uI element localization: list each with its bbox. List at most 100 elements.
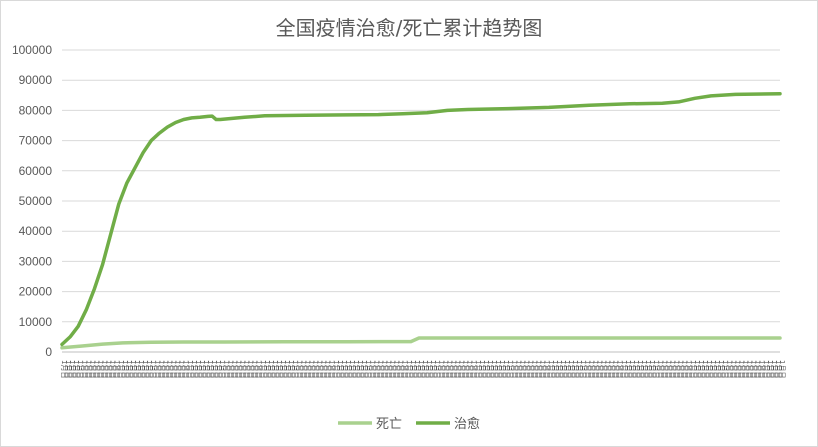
x-tick-label: 1月日	[340, 360, 348, 378]
x-tick-label: 1月日	[247, 360, 255, 378]
x-tick-label: 1月日	[583, 360, 591, 378]
x-tick-label: 1月日	[198, 360, 206, 378]
x-tick-label: 1月日	[251, 360, 259, 378]
series-line-2	[60, 91, 782, 347]
x-tick-label: 1月日	[608, 360, 616, 378]
x-tick-label: 1月日	[299, 360, 307, 378]
x-tick-label: 1月日	[470, 360, 478, 378]
x-tick-label: 1月日	[113, 360, 121, 378]
x-tick-label: 1月日	[620, 360, 628, 378]
x-tick-label: 1月日	[502, 360, 510, 378]
x-tick-label: 1月日	[713, 360, 721, 378]
x-tick-label: 1月日	[709, 360, 717, 378]
x-tick-label: 1月日	[405, 360, 413, 378]
x-tick-label: 1月日	[60, 360, 68, 378]
x-tick-label: 1月日	[697, 360, 705, 378]
x-tick-label: 1月日	[417, 360, 425, 378]
x-tick-label: 1月日	[226, 360, 234, 378]
x-tick-label: 1月日	[729, 360, 737, 378]
x-tick-label: 1月日	[741, 360, 749, 378]
x-tick-label: 1月日	[149, 360, 157, 378]
x-tick-label: 1月日	[368, 360, 376, 378]
x-tick-label: 1月日	[409, 360, 417, 378]
x-tick-label: 1月日	[531, 360, 539, 378]
y-tick-label: 60000	[19, 164, 53, 178]
x-tick-label: 1月日	[117, 360, 125, 378]
x-tick-label: 1月日	[332, 360, 340, 378]
x-tick-label: 1月日	[648, 360, 656, 378]
x-tick-label: 1月日	[178, 360, 186, 378]
x-tick-label: 1月日	[717, 360, 725, 378]
x-tick-label: 1月日	[174, 360, 182, 378]
x-tick-label: 1月日	[632, 360, 640, 378]
x-tick-label: 1月日	[563, 360, 571, 378]
x-tick-label: 1月日	[668, 360, 676, 378]
x-tick-label: 1月日	[214, 360, 222, 378]
x-tick-label: 1月日	[705, 360, 713, 378]
x-tick-label: 1月日	[259, 360, 267, 378]
x-tick-label: 1月日	[206, 360, 214, 378]
x-tick-label: 1月日	[121, 360, 129, 378]
y-tick-label: 30000	[19, 254, 53, 268]
x-tick-label: 1月日	[84, 360, 92, 378]
x-tick-label: 1月日	[660, 360, 668, 378]
x-tick-label: 1月日	[762, 360, 770, 378]
x-tick-label: 1月日	[145, 360, 153, 378]
x-tick-label: 1月日	[291, 360, 299, 378]
x-tick-label: 1月日	[76, 360, 84, 378]
x-tick-label: 1月日	[389, 360, 397, 378]
x-tick-label: 1月日	[101, 360, 109, 378]
x-tick-label: 1月日	[567, 360, 575, 378]
x-tick-label: 1月日	[506, 360, 514, 378]
x-tick-label: 1月日	[600, 360, 608, 378]
x-tick-label: 1月日	[547, 360, 555, 378]
x-tick-label: 1月日	[271, 360, 279, 378]
x-tick-label: 1月日	[129, 360, 137, 378]
x-tick-label: 1月日	[64, 360, 72, 378]
x-tick-label: 1月日	[778, 360, 786, 378]
x-tick-label: 1月日	[243, 360, 251, 378]
x-tick-label: 1月日	[397, 360, 405, 378]
x-tick-label: 1月日	[466, 360, 474, 378]
x-tick-label: 1月日	[758, 360, 766, 378]
x-tick-label: 1月日	[190, 360, 198, 378]
x-tick-label: 1月日	[125, 360, 133, 378]
x-tick-label: 1月日	[526, 360, 534, 378]
x-tick-label: 1月日	[551, 360, 559, 378]
y-tick-label: 40000	[19, 224, 53, 238]
x-tick-label: 1月日	[109, 360, 117, 378]
y-axis-labels: 0 10000 20000 30000 40000 50000 60000 70000 8000…	[12, 43, 52, 359]
x-tick-label: 1月日	[701, 360, 709, 378]
x-tick-label: 1月日	[514, 360, 522, 378]
x-tick-label: 1月日	[721, 360, 729, 378]
x-tick-label: 1月日	[194, 360, 202, 378]
x-tick-label: 1月日	[182, 360, 190, 378]
x-tick-label: 1月日	[401, 360, 409, 378]
x-tick-label: 1月日	[165, 360, 173, 378]
x-tick-label: 1月日	[279, 360, 287, 378]
x-tick-label: 1月日	[737, 360, 745, 378]
x-tick-label: 1月日	[535, 360, 543, 378]
x-tick-label: 1月日	[571, 360, 579, 378]
x-tick-label: 1月日	[539, 360, 547, 378]
x-tick-label: 1月日	[462, 360, 470, 378]
legend: 死亡 治愈	[338, 417, 480, 432]
x-tick-label: 1月日	[161, 360, 169, 378]
x-tick-label: 1月日	[393, 360, 401, 378]
x-tick-label: 1月日	[255, 360, 263, 378]
x-tick-label: 1月日	[685, 360, 693, 378]
x-tick-label: 1月日	[202, 360, 210, 378]
x-tick-label: 1月日	[445, 360, 453, 378]
legend-label: 死亡	[376, 417, 402, 432]
x-tick-label: 1月日	[137, 360, 145, 378]
x-tick-label: 1月日	[673, 360, 681, 378]
x-tick-label: 1月日	[283, 360, 291, 378]
x-tick-label: 1月日	[612, 360, 620, 378]
x-tick-label: 1月日	[328, 360, 336, 378]
x-tick-label: 1月日	[380, 360, 388, 378]
y-tick-label: 0	[45, 345, 52, 359]
x-tick-label: 1月日	[413, 360, 421, 378]
x-tick-label: 1月日	[518, 360, 526, 378]
x-tick-label: 1月日	[693, 360, 701, 378]
